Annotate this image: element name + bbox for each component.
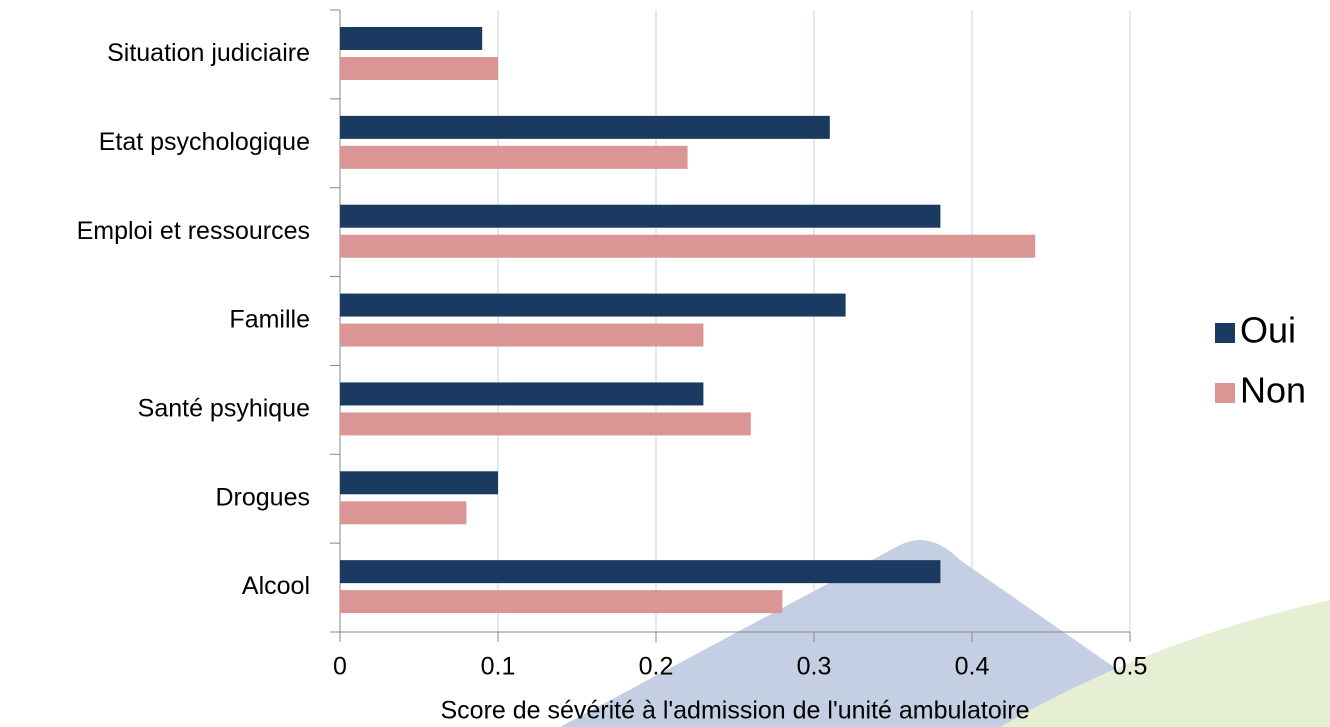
bar <box>340 323 704 347</box>
y-tick-label: Drogues <box>216 483 311 511</box>
bar <box>340 560 941 584</box>
bar <box>340 293 846 317</box>
y-tick-label: Etat psychologique <box>99 128 310 156</box>
y-tick-label: Situation judiciaire <box>107 39 310 67</box>
legend-label: Oui <box>1240 310 1296 351</box>
y-tick-label: Santé psyhique <box>138 394 310 422</box>
x-axis-label: Score de sévérité à l'admission de l'uni… <box>440 697 1029 725</box>
x-tick-label: 0.5 <box>1113 653 1148 681</box>
bar <box>340 27 483 50</box>
x-tick-label: 0.1 <box>481 653 516 681</box>
bar <box>340 412 751 436</box>
legend-swatch <box>1215 383 1235 403</box>
bar <box>340 382 704 406</box>
y-tick-label: Famille <box>229 306 310 334</box>
bar <box>340 204 941 228</box>
bar <box>340 501 467 525</box>
legend-swatch <box>1215 323 1235 343</box>
legend-label: Non <box>1240 370 1306 411</box>
x-tick-label: 0 <box>333 653 347 681</box>
background-decoration <box>560 540 1330 727</box>
x-tick-label: 0.2 <box>639 653 674 681</box>
bar <box>340 590 783 614</box>
y-tick-label: Alcool <box>242 572 310 600</box>
bar <box>340 471 498 495</box>
bar <box>340 57 498 80</box>
x-tick-label: 0.4 <box>955 653 990 681</box>
y-tick-label: Emploi et ressources <box>77 217 310 245</box>
bar <box>340 145 688 169</box>
bar <box>340 234 1036 258</box>
x-tick-label: 0.3 <box>797 653 832 681</box>
bar <box>340 115 830 139</box>
